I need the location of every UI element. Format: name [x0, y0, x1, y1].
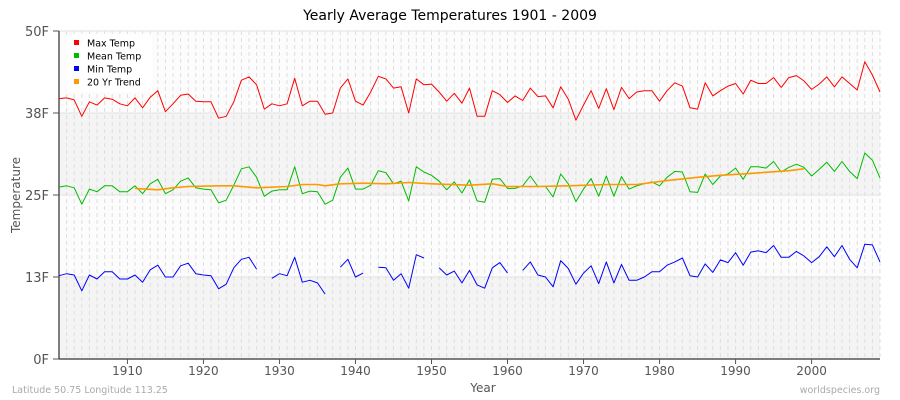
y-tick-label: 25F [25, 189, 49, 204]
legend-label: 20 Yr Trend [87, 78, 141, 89]
y-tick-label: 13F [25, 271, 49, 286]
y-tick-label: 50F [25, 25, 49, 40]
x-axis-label: Year [469, 381, 495, 395]
background-band [59, 31, 880, 113]
x-tick-label: 1910 [112, 364, 143, 378]
legend-label: Min Temp [87, 65, 132, 76]
site-credit: worldspecies.org [799, 385, 880, 396]
x-tick-label: 1990 [720, 364, 751, 378]
legend-label: Mean Temp [87, 52, 141, 63]
x-tick-label: 1960 [492, 364, 523, 378]
x-tick-label: 1940 [340, 364, 371, 378]
y-axis-label: Temperature [9, 157, 23, 234]
legend-swatch [74, 79, 79, 84]
x-tick-label: 1920 [188, 364, 219, 378]
legend-swatch [74, 40, 79, 45]
series-line-min-temp [58, 243, 881, 295]
series-line-max-temp [58, 61, 881, 121]
legend-swatch [74, 53, 79, 58]
x-tick-label: 1950 [416, 364, 447, 378]
legend-box [66, 34, 152, 92]
series-line-20-yr-trend [134, 168, 805, 191]
series-line-mean-temp [58, 152, 881, 205]
y-tick-label: 0F [33, 353, 49, 368]
x-tick-label: 1970 [568, 364, 599, 378]
x-tick-label: 1930 [264, 364, 295, 378]
legend-label: Max Temp [87, 39, 135, 50]
x-tick-label: 1980 [644, 364, 675, 378]
legend-swatch [74, 66, 79, 71]
location-label: Latitude 50.75 Longitude 113.25 [12, 385, 168, 396]
chart-title: Yearly Average Temperatures 1901 - 2009 [303, 8, 597, 24]
x-tick-label: 2000 [796, 364, 827, 378]
y-tick-label: 38F [25, 107, 49, 122]
